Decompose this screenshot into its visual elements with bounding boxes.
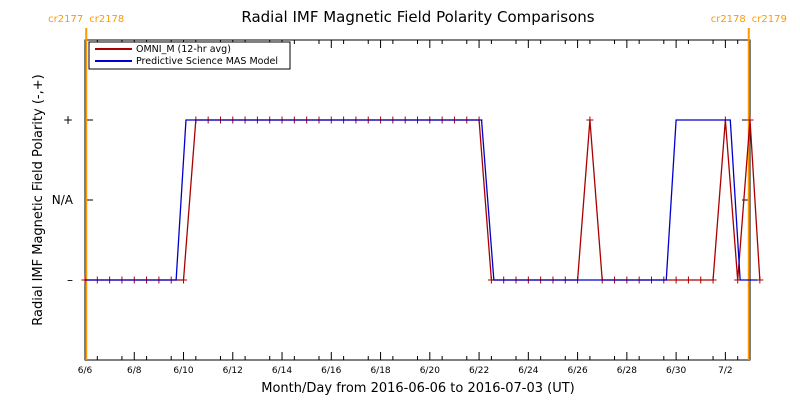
x-tick-label: 6/30 [666,366,686,376]
data-point-marker [586,116,594,124]
legend: OMNI_M (12-hr avg) Predictive Science MA… [88,41,291,70]
legend-label-omni: OMNI_M (12-hr avg) [136,44,231,55]
series-layer [81,116,764,284]
x-tick-label: 6/18 [370,366,390,376]
x-tick-label: 6/20 [420,366,440,376]
series-line-omni [85,119,761,281]
x-tick-label: 6/28 [617,366,637,376]
x-tick-label: 6/24 [518,366,538,376]
tick-layer: 6/6 6/8 6/10 6/12 6/14 6/16 6/18 6/20 6/22 6/24 6/… [52,40,750,376]
carrington-label-left: cr2178 [711,14,746,25]
legend-box [88,41,291,70]
carrington-layer: cr2177 cr2178 cr2178 cr2179 [48,14,787,360]
data-point-marker [684,276,692,284]
data-point-marker [746,116,754,124]
x-tick-label: 6/22 [469,366,489,376]
carrington-label-right: cr2179 [752,14,787,25]
x-tick-label: 6/8 [127,366,142,376]
x-tick-label: 6/10 [173,366,193,376]
x-tick-label: 6/26 [567,366,587,376]
y-tick-label: + [63,113,73,127]
data-point-marker [756,276,764,284]
x-tick-label: 7/2 [718,366,732,376]
x-tick-label: 6/14 [272,366,292,376]
y-tick-label: – [67,273,73,287]
carrington-label-left: cr2177 [48,14,83,25]
x-tick-label: 6/12 [223,366,243,376]
legend-label-mas: Predictive Science MAS Model [136,56,278,67]
data-point-marker [180,276,188,284]
series-line-mas [85,119,758,281]
chart-title: Radial IMF Magnetic Field Polarity Compa… [241,8,594,26]
data-point-marker [709,276,717,284]
x-axis-label: Month/Day from 2016-06-06 to 2016-07-03 … [261,381,574,396]
y-tick-label: N/A [52,193,74,207]
data-point-marker [697,276,705,284]
x-tick-label: 6/16 [321,366,341,376]
carrington-label-right: cr2178 [89,14,124,25]
y-axis-label: Radial IMF Magnetic Field Polarity (-,+) [31,74,46,325]
data-point-marker [672,276,680,284]
x-tick-label: 6/6 [78,366,93,376]
plot-frame [84,39,751,361]
plot-area [84,39,751,361]
